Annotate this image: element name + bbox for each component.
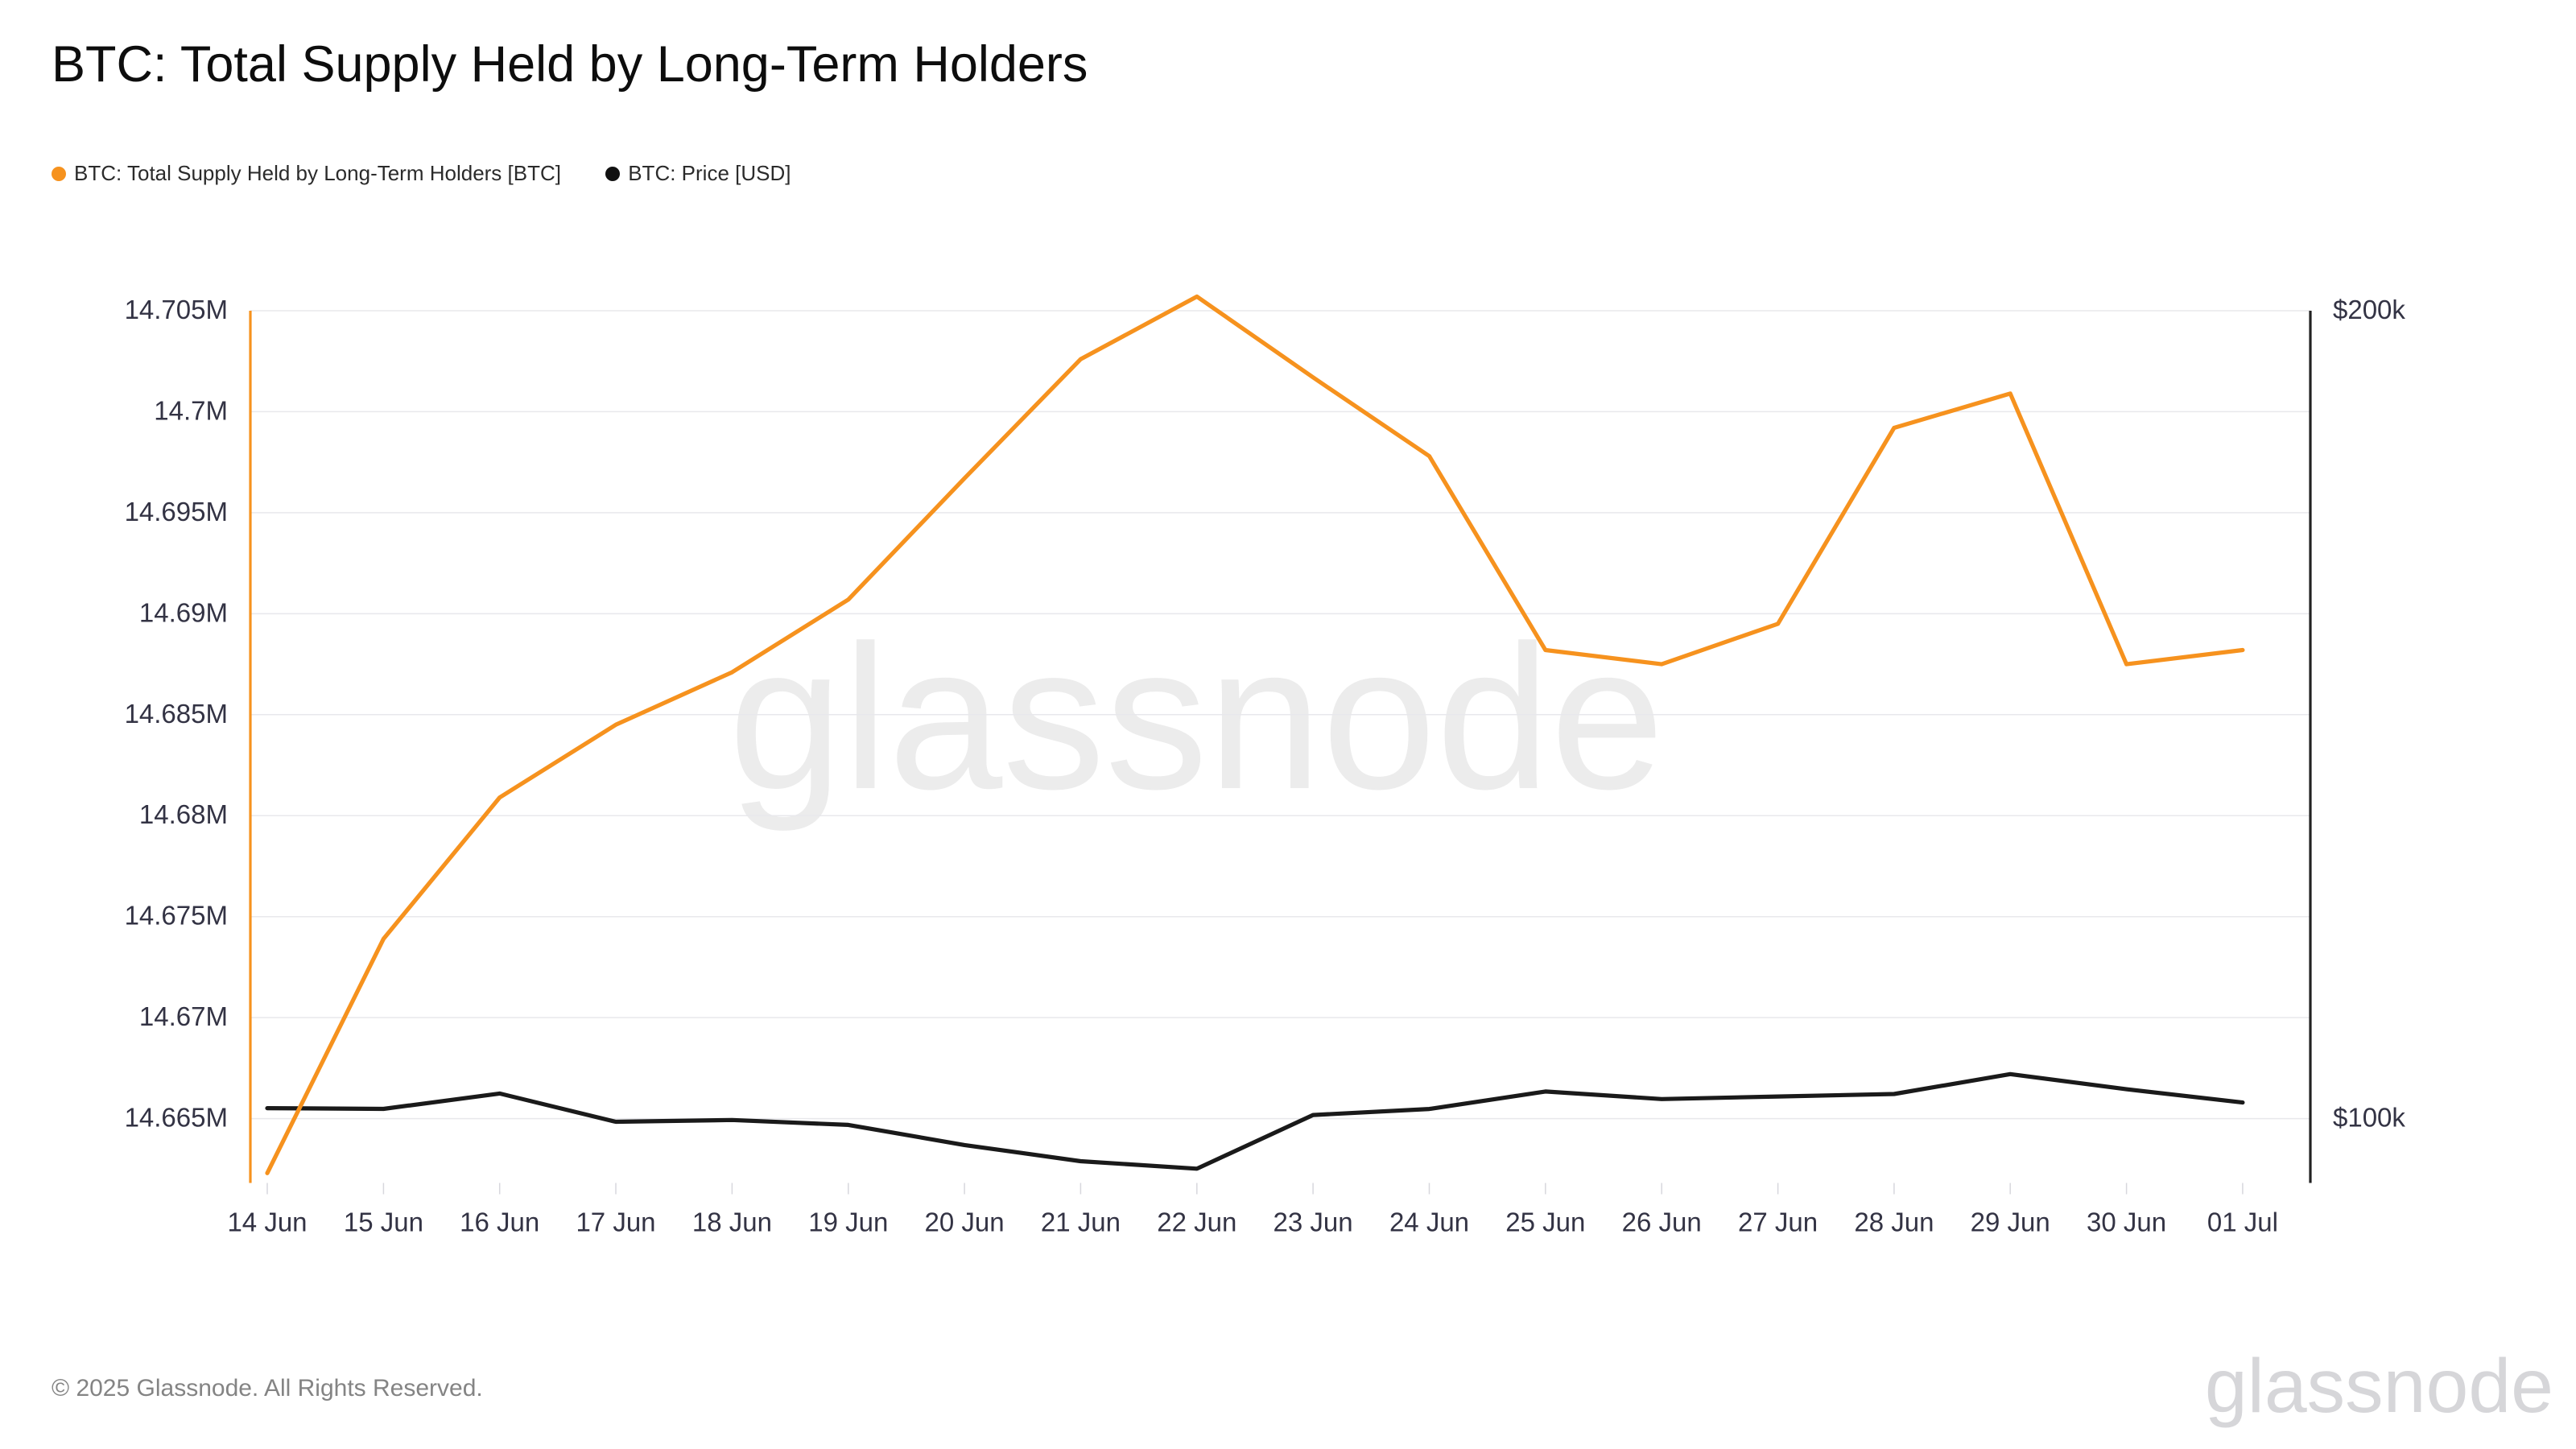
svg-text:20 Jun: 20 Jun bbox=[925, 1208, 1005, 1237]
svg-text:14.675M: 14.675M bbox=[125, 901, 228, 931]
svg-text:23 Jun: 23 Jun bbox=[1274, 1208, 1353, 1237]
svg-text:14.68M: 14.68M bbox=[139, 799, 228, 829]
svg-text:21 Jun: 21 Jun bbox=[1041, 1208, 1121, 1237]
svg-text:15 Jun: 15 Jun bbox=[344, 1208, 423, 1237]
svg-text:14.7M: 14.7M bbox=[154, 395, 228, 425]
svg-text:25 Jun: 25 Jun bbox=[1505, 1208, 1585, 1237]
svg-text:14.705M: 14.705M bbox=[125, 295, 228, 324]
svg-text:01 Jul: 01 Jul bbox=[2207, 1208, 2278, 1237]
svg-text:$200k: $200k bbox=[2333, 295, 2405, 324]
svg-text:19 Jun: 19 Jun bbox=[808, 1208, 888, 1237]
svg-text:28 Jun: 28 Jun bbox=[1854, 1208, 1934, 1237]
svg-text:14.665M: 14.665M bbox=[125, 1103, 228, 1133]
svg-text:14.695M: 14.695M bbox=[125, 497, 228, 526]
svg-text:$100k: $100k bbox=[2333, 1103, 2405, 1133]
svg-text:14.69M: 14.69M bbox=[139, 597, 228, 627]
svg-text:30 Jun: 30 Jun bbox=[2087, 1208, 2166, 1237]
svg-text:14.67M: 14.67M bbox=[139, 1001, 228, 1031]
svg-text:24 Jun: 24 Jun bbox=[1389, 1208, 1469, 1237]
svg-text:17 Jun: 17 Jun bbox=[576, 1208, 655, 1237]
svg-text:14.685M: 14.685M bbox=[125, 699, 228, 729]
svg-text:16 Jun: 16 Jun bbox=[460, 1208, 539, 1237]
svg-text:18 Jun: 18 Jun bbox=[692, 1208, 772, 1237]
svg-text:22 Jun: 22 Jun bbox=[1157, 1208, 1236, 1237]
svg-text:27 Jun: 27 Jun bbox=[1738, 1208, 1818, 1237]
svg-text:14 Jun: 14 Jun bbox=[227, 1208, 307, 1237]
svg-text:29 Jun: 29 Jun bbox=[1971, 1208, 2050, 1237]
svg-text:26 Jun: 26 Jun bbox=[1622, 1208, 1702, 1237]
